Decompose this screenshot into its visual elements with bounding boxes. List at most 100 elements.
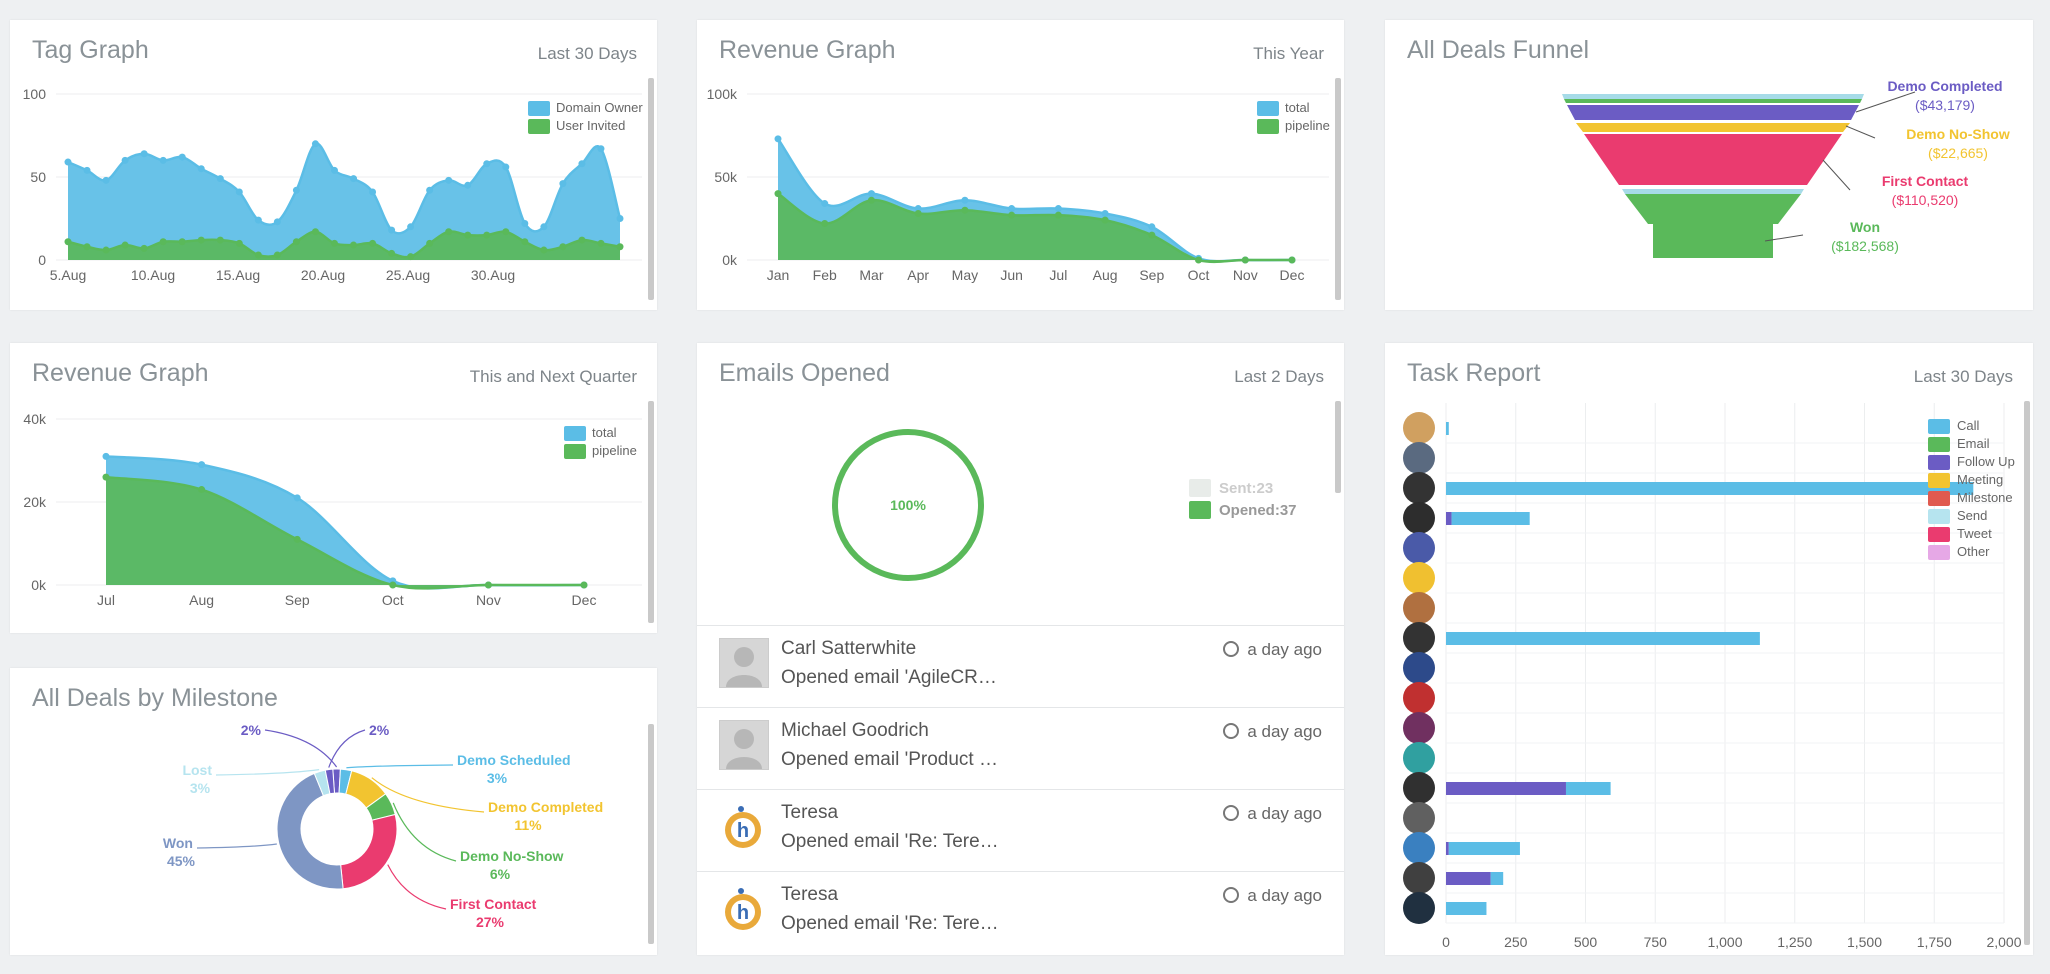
range-label[interactable]: This Year (1253, 44, 1324, 63)
donut-label-pct: 3% (190, 780, 211, 796)
donut-label-line (196, 843, 277, 849)
series-area (68, 143, 620, 260)
email-activity-item[interactable]: h Teresa Opened email 'Re: Tere… a day ago (697, 789, 1344, 872)
scrollbar[interactable] (648, 724, 654, 944)
legend-label: Milestone (1957, 490, 2013, 505)
data-point (292, 238, 300, 246)
user-avatar (1403, 562, 1435, 594)
panel-title: Task Report (1407, 359, 1541, 387)
funnel-label-value: ($22,665) (1928, 145, 1988, 161)
clock-icon (1223, 723, 1240, 739)
data-point (121, 241, 129, 249)
scrollbar[interactable] (648, 78, 654, 300)
legend-label: Domain Owner (556, 100, 643, 115)
funnel-segment (1567, 105, 1859, 120)
revenue-quarter-chart: 0k 20k 40k Jul Aug Sep Oct Nov Dec total pipeline (23, 411, 642, 608)
funnel-label-name: Demo No-Show (1906, 126, 2010, 142)
bar-call (1446, 482, 1974, 495)
x-tick-label: Aug (189, 592, 214, 608)
range-label[interactable]: Last 30 Days (537, 44, 637, 63)
scrollbar[interactable] (1335, 78, 1341, 300)
logo-avatar: h (719, 802, 767, 850)
deals-milestone-chart: 2% Demo Scheduled 3% Demo Completed 11% Demo … (163, 722, 603, 930)
donut-label-name: Demo Completed (488, 799, 603, 815)
range-label[interactable]: Last 2 Days (1234, 367, 1324, 386)
contact-name[interactable]: Carl Satterwhite (781, 638, 917, 659)
data-point (64, 158, 72, 166)
data-point (521, 238, 529, 246)
data-point (369, 239, 377, 247)
data-point (197, 236, 205, 244)
contact-name[interactable]: Teresa (781, 802, 839, 823)
donut-label-line (215, 769, 320, 776)
revenue-year-panel: Revenue Graph This Year 0k 50k 100k Jan Feb M… (697, 20, 1344, 310)
x-tick-label: 1,250 (1777, 934, 1812, 950)
data-point (273, 251, 281, 259)
data-point (445, 228, 453, 236)
legend-swatch (1928, 455, 1950, 470)
legend-swatch (1189, 501, 1211, 519)
donut-label-pct: 2% (241, 722, 262, 738)
data-point (198, 461, 206, 469)
email-activity-item[interactable]: h Teresa Opened email 'Re: Tere… a day ago (697, 871, 1344, 954)
user-avatar (1403, 442, 1435, 474)
user-avatar (1403, 622, 1435, 654)
x-tick-label: Oct (1188, 267, 1210, 283)
funnel-segment (1625, 194, 1801, 224)
legend-swatch (528, 119, 550, 134)
email-activity-item[interactable]: Michael Goodrich Opened email 'Product … a… (697, 707, 1344, 790)
revenue-quarter-panel: Revenue Graph This and Next Quarter 0k 20… (10, 343, 657, 633)
email-activity-item[interactable]: Carl Satterwhite Opened email 'AgileCR… a … (697, 625, 1344, 708)
legend-swatch (1257, 119, 1279, 134)
donut-label-pct: 2% (369, 722, 390, 738)
x-tick-label: 250 (1504, 934, 1528, 950)
emails-opened-chart: 100% Sent:23 Opened:37 (832, 429, 1297, 581)
donut-label-pct: 11% (514, 817, 542, 833)
legend-label: total (1285, 100, 1310, 115)
x-tick-label: Jul (1049, 267, 1067, 283)
data-point (64, 238, 72, 246)
scrollbar[interactable] (1335, 401, 1341, 493)
data-point (254, 216, 262, 224)
funnel-segment (1564, 99, 1862, 103)
user-avatar (1403, 472, 1435, 504)
legend-swatch (1928, 473, 1950, 488)
x-tick-label: 0 (1442, 934, 1450, 950)
legend-label: Meeting (1957, 472, 2003, 487)
timestamp-text: a day ago (1247, 804, 1322, 823)
data-point (1148, 231, 1156, 239)
bar-follow-up (1446, 842, 1449, 855)
x-tick-label: Sep (285, 592, 310, 608)
data-point (578, 236, 586, 244)
range-label[interactable]: Last 30 Days (1913, 367, 2013, 386)
data-point (961, 206, 969, 214)
y-tick-label: 100k (707, 86, 738, 102)
x-tick-label: 10.Aug (131, 267, 175, 283)
data-point (159, 238, 167, 246)
data-point (1008, 211, 1016, 219)
data-point (197, 165, 205, 173)
data-point (502, 228, 510, 236)
donut-label-name: Demo No-Show (460, 848, 564, 864)
x-tick-label: Nov (476, 592, 501, 608)
x-tick-label: Oct (382, 592, 404, 608)
scrollbar[interactable] (648, 401, 654, 623)
deals-milestone-panel: All Deals by Milestone 2% Demo Scheduled 3… (10, 668, 657, 955)
contact-name[interactable]: Teresa (781, 884, 839, 905)
x-tick-label: Dec (1280, 267, 1305, 283)
legend-swatch (1928, 437, 1950, 452)
deals-funnel-panel: All Deals Funnel Demo Completed ($43,179)… (1385, 20, 2033, 310)
x-tick-label: Aug (1093, 267, 1118, 283)
user-avatar (1403, 532, 1435, 564)
data-point (445, 176, 453, 184)
y-tick-label: 0k (31, 577, 47, 593)
contact-name[interactable]: Michael Goodrich (781, 720, 929, 741)
clock-icon (1223, 641, 1240, 657)
avatar (719, 720, 769, 770)
y-tick-label: 40k (23, 411, 47, 427)
panel-title: Tag Graph (32, 36, 149, 64)
data-point (774, 190, 782, 198)
scrollbar[interactable] (2024, 401, 2030, 945)
x-tick-label: Feb (813, 267, 837, 283)
range-label[interactable]: This and Next Quarter (469, 367, 637, 386)
